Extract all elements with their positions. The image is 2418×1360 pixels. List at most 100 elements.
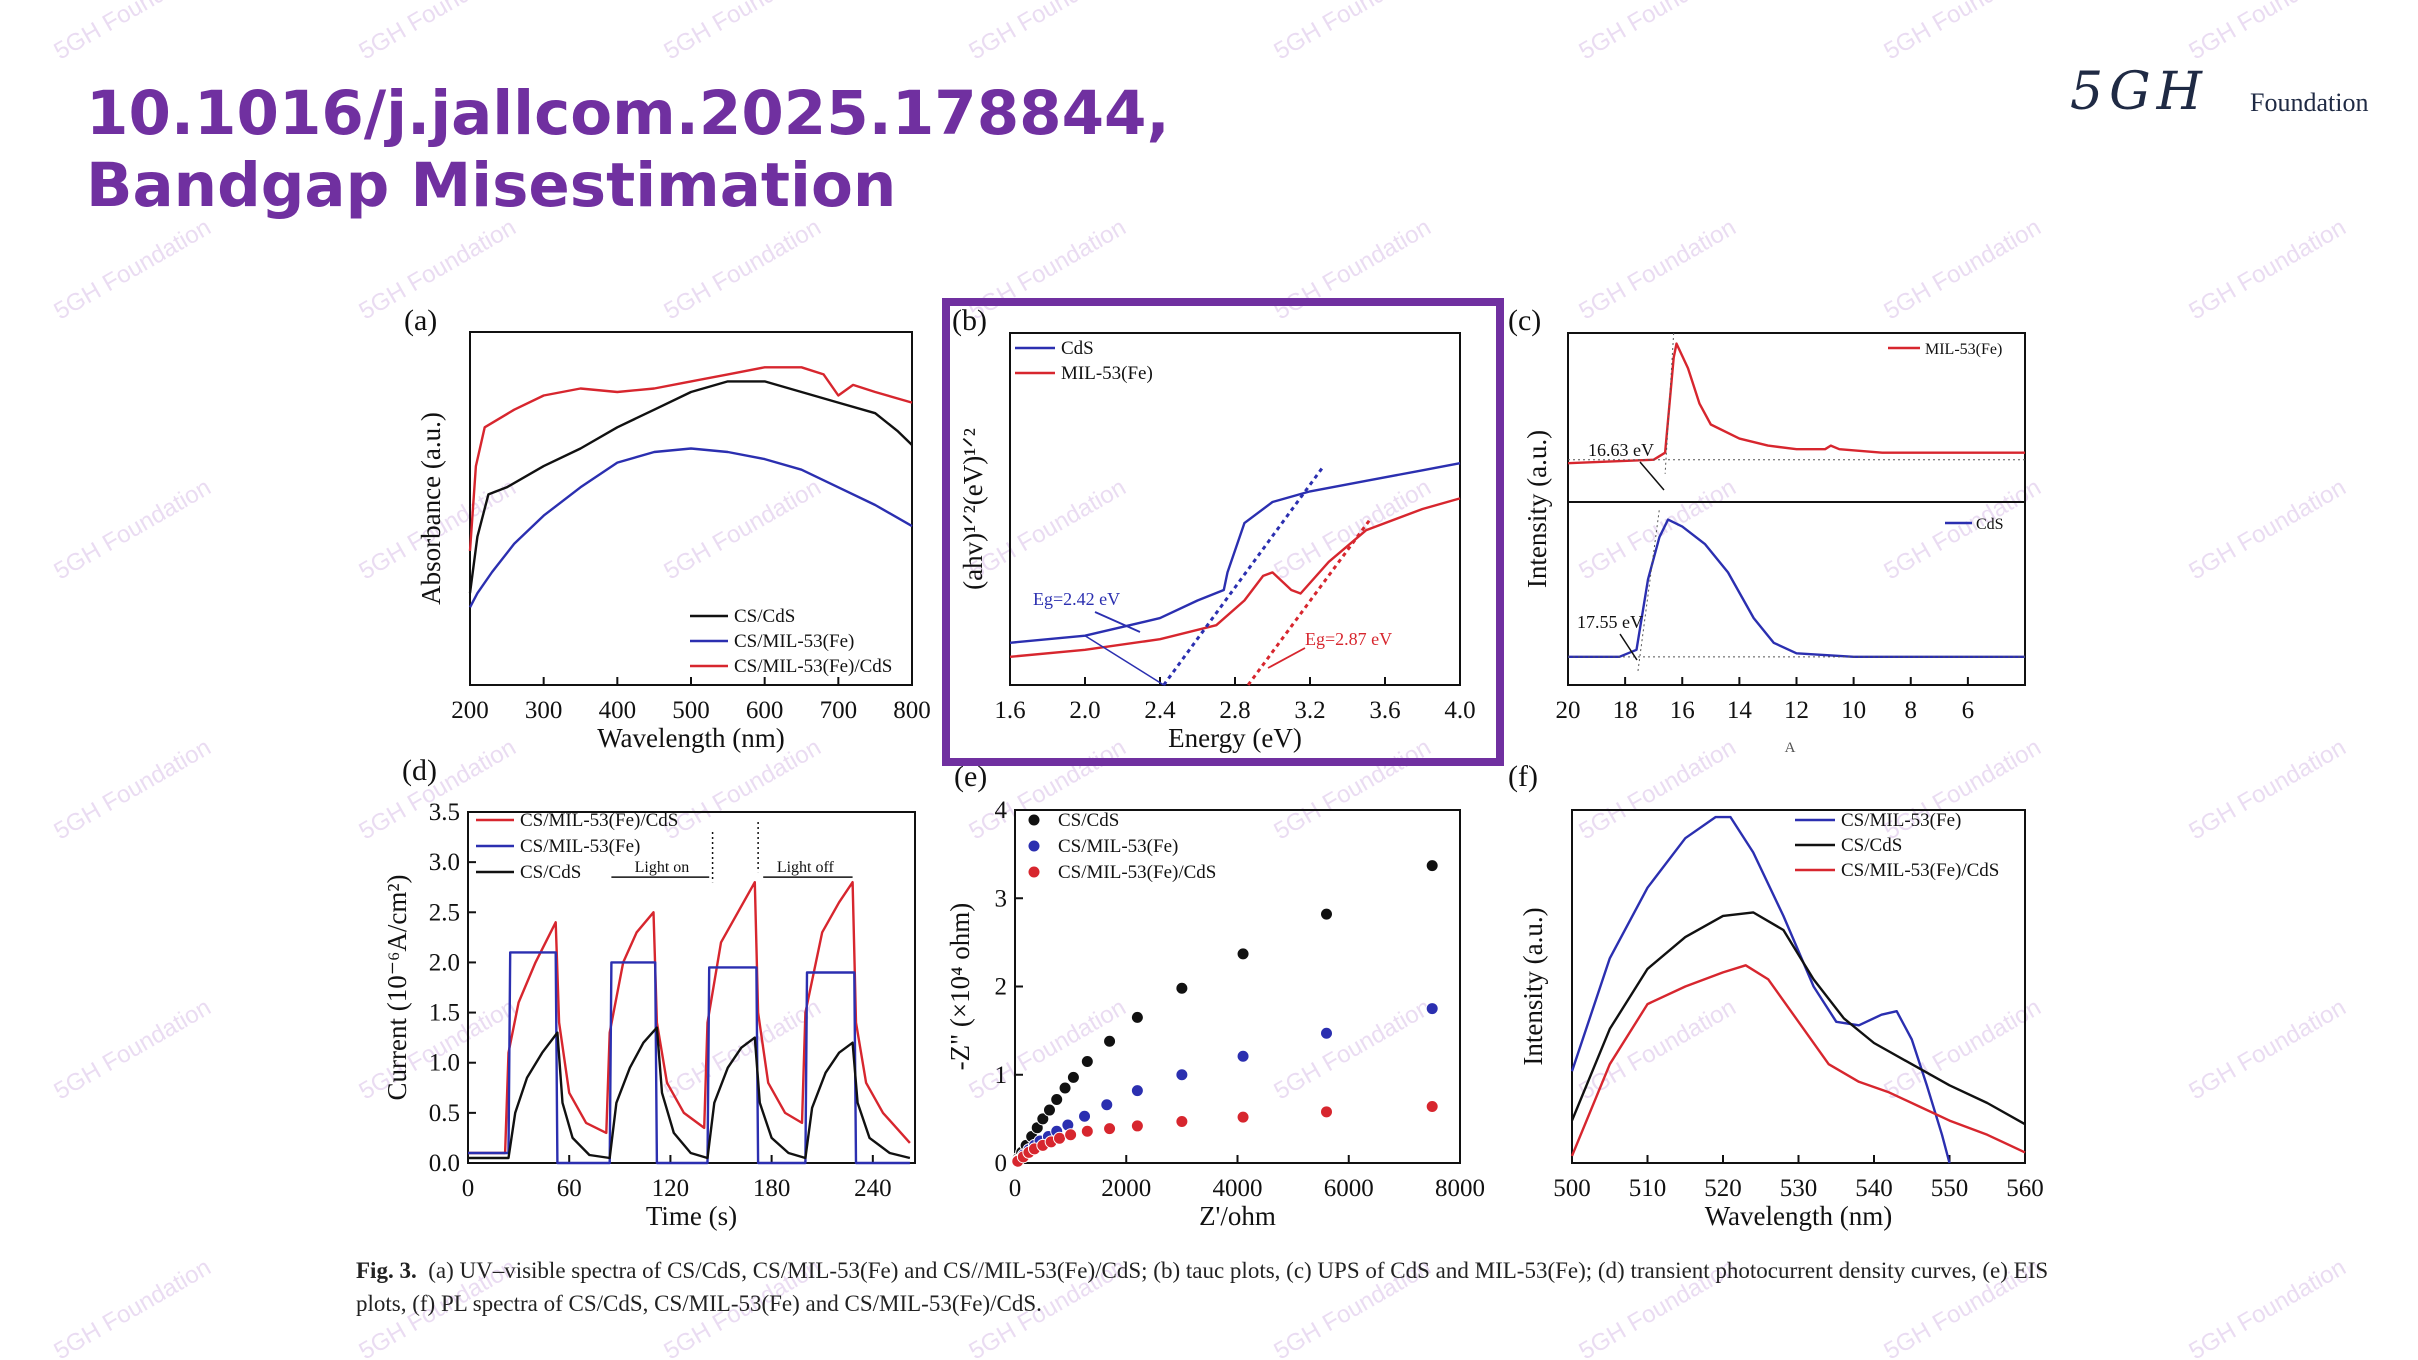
legend-entry: CS/MIL-53(Fe)/CdS [520,810,678,831]
legend-entry: CS/MIL-53(Fe) [520,836,640,857]
scatter-point [1236,1110,1250,1124]
scatter-point [1078,1109,1092,1123]
legend-marker [1028,866,1040,878]
x-tick-label: 1.6 [994,697,1025,724]
scatter-point [1053,1131,1066,1145]
x-axis-label: Wavelength (nm) [1705,1201,1893,1231]
chart-panel-d: (d) 0 60 120 180 240 0.0 0.5 1.0 1.5 2.0 2.5 3.0 3.5 T… [382,754,916,1231]
series-line-CS/CdS [468,1026,911,1160]
legend-entry: CS/MIL-53(Fe)/CdS [1058,862,1216,883]
annotation-eg-mil: Eg=2.87 eV [1305,629,1392,649]
scatter-point [1050,1092,1064,1106]
x-axis-label: Time (s) [646,1201,737,1231]
scatter-point [1058,1081,1072,1095]
series-line-MIL-53(Fe) [1009,497,1461,658]
legend-marker [1028,840,1040,852]
panel-label-a: (a) [404,304,437,337]
y-tick-label: 0.0 [429,1150,460,1177]
scatter-point [1066,1070,1080,1084]
legend-entry: CS/MIL-53(Fe) [1058,836,1178,857]
x-tick-label: 60 [557,1175,582,1202]
logo-script: 5GH [2070,62,2208,122]
title-line-1: 10.1016/j.jallcom.2025.178844, [86,78,1170,149]
x-tick-label: 800 [893,697,931,724]
x-tick-label: 20 [1556,697,1581,724]
scatter-point [1175,1115,1189,1129]
x-tick-label: 8 [1905,697,1918,724]
x-axis-label: Energy (eV) [1168,723,1302,753]
x-tick-label: 300 [525,697,563,724]
y-axis-label: Absorbance (a.u.) [416,412,446,605]
legend-entry: CS/CdS [520,862,581,883]
annotation-cutoff-cds: 17.55 eV [1577,612,1643,632]
panel-label-f: (f) [1508,760,1538,793]
series-line-CS/MIL-53(Fe)/CdS [468,366,913,551]
y-tick-label: 1 [995,1062,1008,1089]
y-axis-label: Current (10⁻⁶A/cm²) [382,875,412,1101]
x-axis-label: Wavelength (nm) [597,723,785,753]
chart-panel-b: (b) 1.6 2.0 2.4 2.8 3.2 3.6 4.0 Energy (eV) (ahv)… [952,304,1476,753]
chart-panel-a: (a) 200 300 400 500 600 700 800 Wavelength (nm) A… [404,304,931,753]
legend-entry: CS/CdS [734,606,795,627]
legend-entry: CdS [1976,516,2004,533]
x-tick-label: 500 [1553,1175,1591,1202]
x-tick-label: 200 [451,697,489,724]
y-tick-label: 1.5 [429,1000,460,1027]
y-tick-label: 0.5 [429,1100,460,1127]
y-tick-label: 3.5 [429,799,460,826]
series-line-CS/MIL-53(Fe) [1570,815,1951,1164]
annotation-cutoff-mil: 16.63 eV [1588,440,1654,460]
highlight-box [942,298,1504,766]
tangent-line-mil [1246,518,1372,686]
plot-frame-c [1567,332,2026,686]
scatter-point [1036,1112,1050,1126]
scatter-point [1320,1026,1333,1040]
guide-line [1664,332,1675,474]
x-tick-label: 3.6 [1369,697,1400,724]
title-line-2: Bandgap Misestimation [86,150,897,221]
series-line-CdS [1009,462,1461,644]
panel-label-b: (b) [952,304,987,337]
legend-entry: MIL-53(Fe) [1925,341,2002,358]
guide-line [1637,508,1660,671]
scatter-point [1425,1100,1439,1114]
x-tick-label: 12 [1784,697,1809,724]
scatter-point [1103,1034,1117,1048]
series-line-CS/CdS [468,380,913,594]
scatter-point [1236,947,1250,961]
panel-label-d: (d) [402,754,437,787]
x-tick-label: 2.4 [1144,697,1176,724]
legend-entry: CS/MIL-53(Fe)/CdS [734,656,892,677]
scatter-point [1080,1124,1094,1138]
chart-panel-f: (f) 500 510 520 530 540 550 560 Wavelength (nm) I… [1508,760,2044,1231]
scatter-point [1130,1084,1144,1098]
y-axis-label: -Z" (×10⁴ ohm) [945,903,975,1071]
legend-entry: MIL-53(Fe) [1061,363,1153,384]
y-tick-label: 3.0 [429,849,460,876]
x-tick-label: 120 [652,1175,690,1202]
annotation-light-off: Light off [777,859,835,876]
legend-entry: CdS [1061,338,1094,359]
caption-text: (a) UV–visible spectra of CS/CdS, CS/MIL… [356,1258,2049,1316]
x-tick-label: 180 [753,1175,791,1202]
scatter-point [1100,1098,1114,1112]
scatter-point [1320,1105,1333,1119]
x-tick-label: 500 [672,697,710,724]
series-line-MIL-53(Fe) [1567,342,2025,465]
series-line-CS/MIL-53(Fe) [468,951,910,1165]
foundation-logo: 5GH Foundation [2070,62,2390,132]
series-line-CS/MIL-53(Fe)/CdS [468,881,911,1155]
annotation-arrow-mil [1267,647,1306,669]
x-tick-label: 0 [1009,1175,1022,1202]
x-tick-label: 8000 [1435,1175,1485,1202]
series-line-CdS [1568,518,2025,658]
x-tick-label: 6000 [1324,1175,1374,1202]
x-axis-label: Z'/ohm [1199,1201,1276,1231]
series-line-CS/MIL-53(Fe) [468,447,913,608]
scatter-point [1320,907,1333,921]
y-axis-label: (ahv)¹ᐟ²(eV)¹ᐟ² [958,428,988,590]
x-tick-label: 2.0 [1069,697,1100,724]
logo-word: Foundation [2250,88,2369,117]
